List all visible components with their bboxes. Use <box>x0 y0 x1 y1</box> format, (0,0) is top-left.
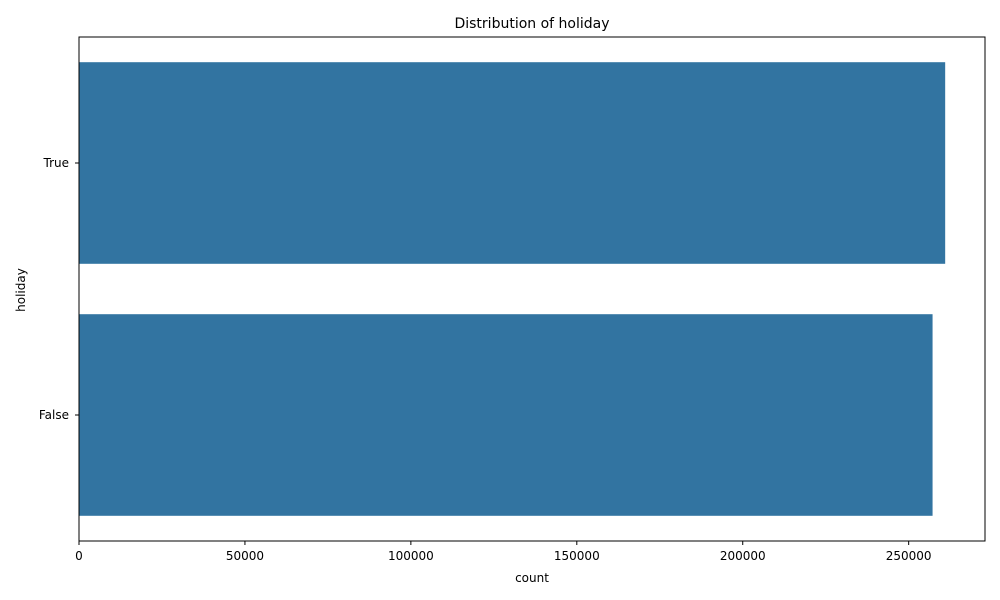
x-tick-label: 250000 <box>886 549 932 563</box>
y-tick-label: False <box>39 408 69 422</box>
x-tick-label: 100000 <box>388 549 434 563</box>
x-tick-label: 150000 <box>554 549 600 563</box>
bars-group <box>79 62 946 516</box>
bar-true <box>79 62 946 264</box>
bar-false <box>79 314 933 516</box>
x-tick-label: 50000 <box>226 549 264 563</box>
y-axis: True False <box>39 156 79 422</box>
y-tick-label: True <box>43 156 70 170</box>
y-axis-title: holiday <box>14 268 28 312</box>
plot-frame <box>78 36 986 542</box>
chart-title: Distribution of holiday <box>454 16 609 32</box>
x-axis-title: count <box>515 571 549 585</box>
x-axis: 0 50000 100000 150000 200000 250000 <box>75 541 932 563</box>
x-tick-label: 0 <box>75 549 83 563</box>
x-tick-label: 200000 <box>720 549 766 563</box>
